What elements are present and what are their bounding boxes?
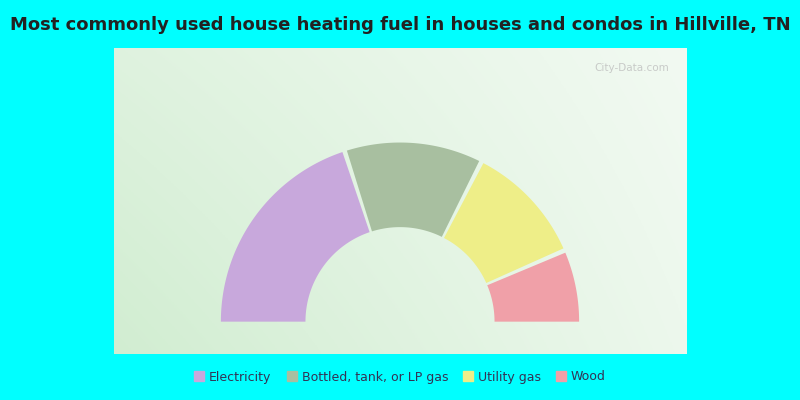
Polygon shape [221,152,370,322]
Text: Most commonly used house heating fuel in houses and condos in Hillville, TN: Most commonly used house heating fuel in… [10,16,790,34]
Text: City-Data.com: City-Data.com [594,63,669,73]
Polygon shape [347,142,479,237]
Legend: Electricity, Bottled, tank, or LP gas, Utility gas, Wood: Electricity, Bottled, tank, or LP gas, U… [189,366,611,388]
Polygon shape [487,253,579,322]
Polygon shape [444,163,563,283]
